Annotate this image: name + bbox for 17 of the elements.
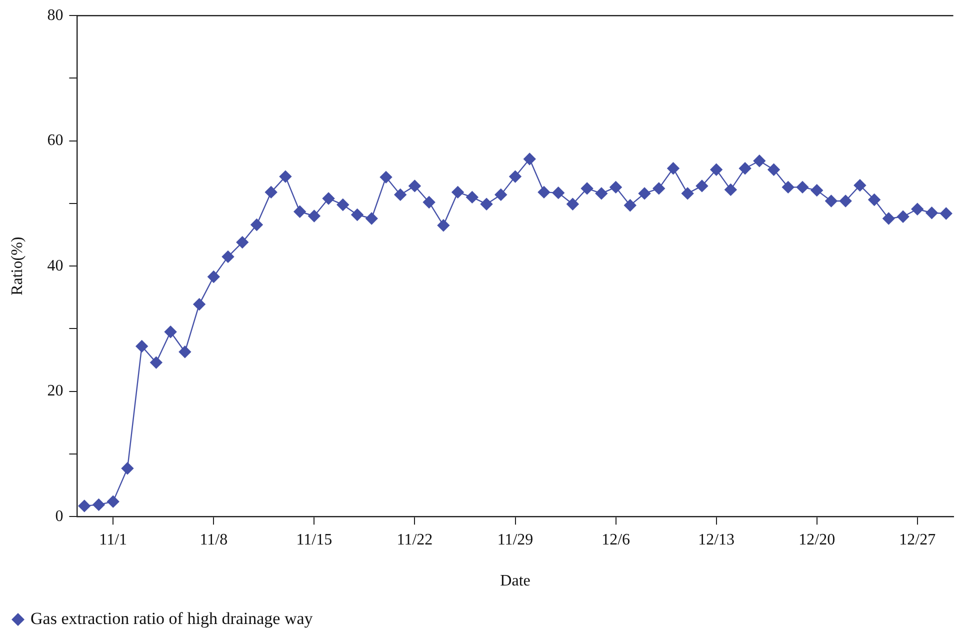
y-tick-label: 60 bbox=[47, 132, 64, 150]
x-tick-label: 12/13 bbox=[698, 531, 735, 548]
x-tick-label: 11/8 bbox=[200, 531, 228, 548]
y-tick-label: 80 bbox=[47, 6, 64, 24]
y-axis-title: Ratio(%) bbox=[8, 236, 26, 296]
x-tick-label: 12/20 bbox=[798, 531, 836, 548]
x-tick-label: 11/15 bbox=[296, 531, 332, 548]
legend-label: Gas extraction ratio of high drainage way bbox=[30, 608, 314, 628]
y-tick-label: 20 bbox=[47, 382, 64, 400]
x-axis-title: Date bbox=[500, 572, 530, 590]
x-tick-label: 12/27 bbox=[899, 531, 936, 548]
x-tick-label: 11/22 bbox=[396, 531, 433, 548]
x-tick-label: 12/6 bbox=[602, 531, 630, 548]
x-tick-label: 11/29 bbox=[497, 531, 534, 548]
y-tick-label: 40 bbox=[47, 257, 64, 274]
y-tick-label: 0 bbox=[55, 508, 64, 525]
x-tick-label: 11/1 bbox=[99, 531, 128, 548]
